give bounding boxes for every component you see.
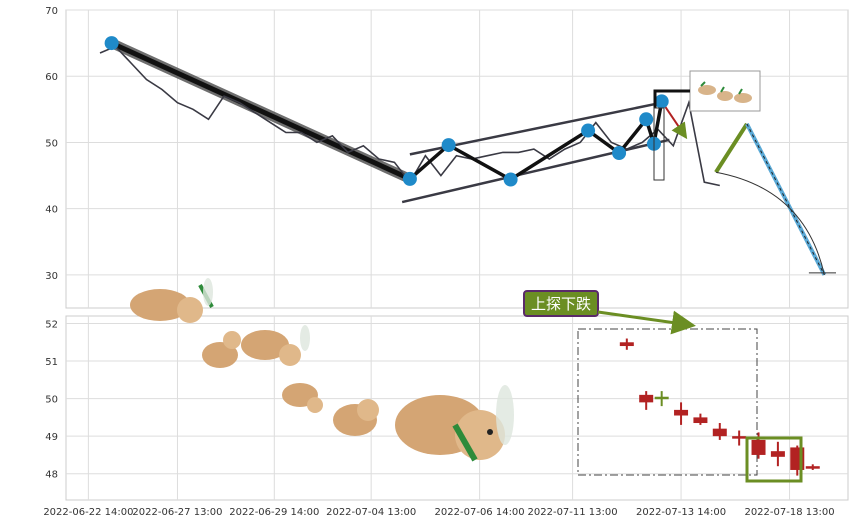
pattern-marker <box>402 171 417 186</box>
projection-dash <box>746 123 825 276</box>
x-tick: 2022-07-04 13:00 <box>326 507 416 518</box>
candle-body <box>693 417 708 424</box>
price-pattern-markers <box>104 36 669 187</box>
trend-line <box>110 40 411 182</box>
pattern-label-box <box>523 290 599 317</box>
x-tick: 2022-07-11 13:00 <box>528 507 618 518</box>
candle-body <box>654 396 669 400</box>
x-tick: 2022-07-18 13:00 <box>744 507 834 518</box>
price-y-tick-labels: 30 40 50 60 70 <box>45 6 58 282</box>
candle-y-tick: 50 <box>45 395 58 406</box>
pattern-marker <box>654 94 669 109</box>
x-tick: 2022-06-22 14:00 <box>43 507 133 518</box>
candle-y-tick: 49 <box>45 432 58 443</box>
pattern-region-box <box>577 328 758 476</box>
candle-y-tick: 51 <box>45 357 58 368</box>
pattern-marker <box>441 138 456 153</box>
price-projection <box>714 122 836 276</box>
x-tick: 2022-06-27 13:00 <box>132 507 222 518</box>
candle-body <box>712 428 727 437</box>
dog-illustration-group <box>130 278 514 462</box>
pattern-marker <box>639 112 654 127</box>
price-y-tick: 50 <box>45 138 58 149</box>
dog-illustration <box>395 385 514 462</box>
highlight-box <box>653 107 665 181</box>
dog-illustration <box>333 399 379 436</box>
last-candle-highlight <box>745 436 803 483</box>
pattern-annotation: 上探下跌 <box>523 290 696 335</box>
projection-up <box>714 122 749 174</box>
price-plot-area <box>65 9 849 309</box>
inset-connector <box>653 89 690 108</box>
candle-body <box>732 436 747 439</box>
candle-body <box>805 466 820 469</box>
pattern-marker <box>581 123 596 138</box>
candle-y-tick: 48 <box>45 470 58 481</box>
pattern-label: 上探下跌 <box>531 295 591 313</box>
candle-y-tick: 52 <box>45 320 58 331</box>
pattern-marker <box>503 172 518 187</box>
candle-body <box>770 451 785 457</box>
inset-dog-sticker <box>698 81 752 103</box>
candle-body <box>674 409 689 416</box>
x-tick: 2022-07-06 14:00 <box>435 507 525 518</box>
candles <box>619 338 820 476</box>
x-tick: 2022-06-29 14:00 <box>229 507 319 518</box>
price-panel: 30 40 50 60 70 <box>45 6 849 309</box>
candle-y-tick-labels: 48 49 50 51 52 <box>45 320 58 481</box>
candle-body <box>639 394 654 403</box>
dog-illustration <box>241 325 310 366</box>
dog-illustration <box>282 383 323 413</box>
price-y-tick: 30 <box>45 271 58 282</box>
price-trend-line <box>106 38 415 184</box>
price-y-tick: 40 <box>45 205 58 216</box>
candle-body <box>619 342 634 347</box>
price-y-tick: 70 <box>45 6 58 17</box>
price-gridlines <box>66 9 848 308</box>
price-y-tick: 60 <box>45 72 58 83</box>
dog-illustration <box>202 331 241 368</box>
pattern-arrow <box>597 310 696 335</box>
projection-arc <box>715 171 825 275</box>
pattern-marker <box>104 36 119 51</box>
dog-illustration <box>130 278 214 323</box>
pattern-marker <box>612 146 627 161</box>
x-tick: 2022-07-13 14:00 <box>636 507 726 518</box>
candle-body <box>751 439 766 455</box>
